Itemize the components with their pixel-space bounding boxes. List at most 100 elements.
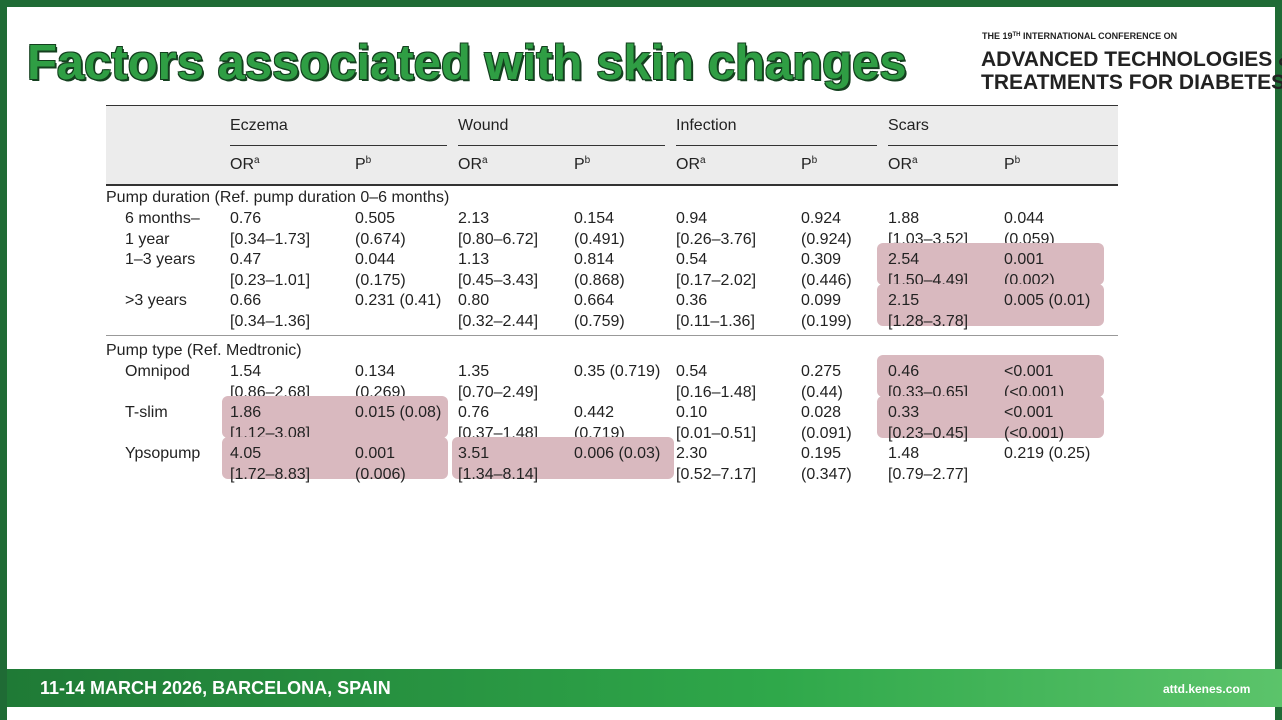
cell: [0.52–7.17]	[676, 466, 757, 483]
cell: <0.001	[1004, 404, 1054, 421]
cell: [0.34–1.73]	[230, 231, 311, 248]
text: THE 19	[982, 31, 1013, 41]
footer-url: attd.kenes.com	[1163, 682, 1251, 696]
cell: [0.23–1.01]	[230, 272, 311, 289]
rule	[106, 105, 1118, 106]
footer-band	[7, 669, 1282, 707]
cell: 0.015 (0.08)	[355, 404, 442, 421]
cell: (0.347)	[801, 466, 852, 483]
cell: 2.13	[458, 210, 490, 227]
cell: 0.231 (0.41)	[355, 292, 442, 309]
cell: (0.759)	[574, 313, 625, 330]
subheader: Pb	[574, 154, 590, 175]
rule	[458, 145, 665, 146]
text: OR	[458, 156, 482, 173]
cell: [0.16–1.48]	[676, 384, 757, 401]
text: P	[355, 156, 366, 173]
row-label: 1–3 years	[125, 251, 196, 268]
subheader: ORa	[888, 154, 918, 175]
cell: 4.05	[230, 445, 262, 462]
group-header: Wound	[458, 117, 509, 134]
cell: [0.01–0.51]	[676, 425, 757, 442]
cell: [1.72–8.83]	[230, 466, 311, 483]
cell: 0.099	[801, 292, 842, 309]
cell: 0.195	[801, 445, 842, 462]
cell: 0.924	[801, 210, 842, 227]
sup: b	[365, 155, 372, 166]
cell: [1.34–8.14]	[458, 466, 539, 483]
text: OR	[230, 156, 254, 173]
cell: 2.30	[676, 445, 708, 462]
cell: (0.674)	[355, 231, 406, 248]
conference-name: ADVANCED TECHNOLOGIES & TREATMENTS FOR DI…	[981, 48, 1282, 94]
subheader: ORa	[458, 154, 488, 175]
rule	[230, 145, 447, 146]
row-label: Ypsopump	[125, 445, 201, 462]
text: P	[801, 156, 812, 173]
cell: 1.35	[458, 363, 490, 380]
cell: (<0.001)	[1004, 425, 1065, 442]
cell: [1.28–3.78]	[888, 313, 969, 330]
title: Factors associated with skin changes	[27, 36, 907, 90]
cell: (0.199)	[801, 313, 852, 330]
rule	[888, 145, 1118, 146]
cell: [0.32–2.44]	[458, 313, 539, 330]
cell: 0.35 (0.719)	[574, 363, 661, 380]
text: INTERNATIONAL CONFERENCE ON	[1020, 31, 1178, 41]
cell: 0.001	[355, 445, 396, 462]
cell: (0.924)	[801, 231, 852, 248]
cell: 0.814	[574, 251, 615, 268]
row-label: >3 years	[125, 292, 187, 309]
subheader: Pb	[355, 154, 371, 175]
cell: 0.76	[458, 404, 490, 421]
subheader: ORa	[230, 154, 260, 175]
cell: 0.54	[676, 251, 708, 268]
cell: [0.17–2.02]	[676, 272, 757, 289]
sup: b	[811, 155, 818, 166]
sup: a	[912, 155, 918, 166]
sup: a	[482, 155, 488, 166]
cell: 0.66	[230, 292, 262, 309]
sup: a	[700, 155, 706, 166]
cell: [0.34–1.36]	[230, 313, 311, 330]
rule	[106, 335, 1118, 336]
sup: b	[1014, 155, 1021, 166]
rule	[676, 145, 877, 146]
group-header: Eczema	[230, 117, 288, 134]
cell: 0.505	[355, 210, 396, 227]
cell: 0.54	[676, 363, 708, 380]
text: P	[574, 156, 585, 173]
cell: (0.868)	[574, 272, 625, 289]
conference-line: THE 19TH INTERNATIONAL CONFERENCE ON	[982, 31, 1177, 41]
cell: 0.154	[574, 210, 615, 227]
cell: (0.446)	[801, 272, 852, 289]
cell: 0.219 (0.25)	[1004, 445, 1091, 462]
cell: [0.26–3.76]	[676, 231, 757, 248]
text: OR	[676, 156, 700, 173]
cell: 0.275	[801, 363, 842, 380]
cell: 1.86	[230, 404, 262, 421]
cell: [0.11–1.36]	[676, 313, 755, 330]
cell: 1.54	[230, 363, 262, 380]
row-label: 1 year	[125, 231, 170, 248]
cell: <0.001	[1004, 363, 1054, 380]
subheader: ORa	[676, 154, 706, 175]
highlight	[222, 396, 448, 438]
subheader: Pb	[801, 154, 817, 175]
cell: (0.091)	[801, 425, 852, 442]
cell: 0.001	[1004, 251, 1045, 268]
cell: 0.76	[230, 210, 262, 227]
cell: [0.79–2.77]	[888, 466, 969, 483]
group-header: Infection	[676, 117, 737, 134]
cell: 0.46	[888, 363, 920, 380]
cell: [0.80–6.72]	[458, 231, 539, 248]
row-label: 6 months–	[125, 210, 200, 227]
cell: 1.13	[458, 251, 490, 268]
highlight	[877, 355, 1104, 397]
cell: 0.664	[574, 292, 615, 309]
cell: 0.36	[676, 292, 708, 309]
cell: 0.309	[801, 251, 842, 268]
text: P	[1004, 156, 1015, 173]
cell: [0.70–2.49]	[458, 384, 539, 401]
